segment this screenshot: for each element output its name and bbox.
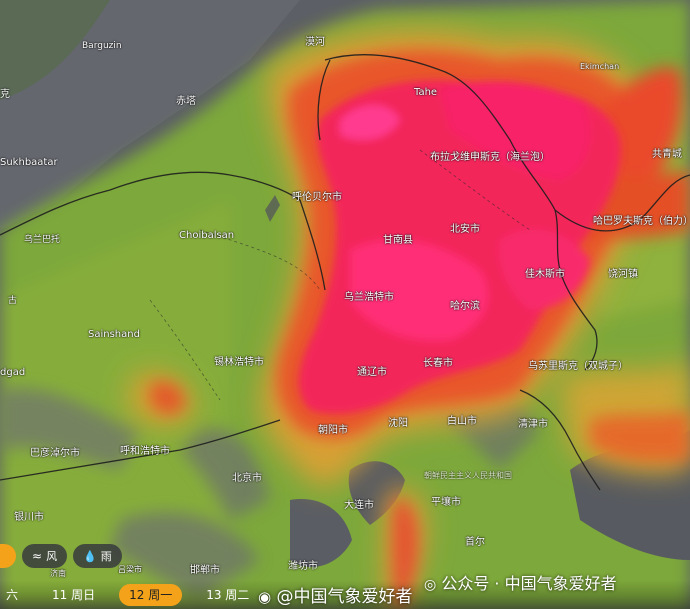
timeline-day[interactable]: 13 周二	[206, 588, 250, 602]
label-chita: 赤塔	[176, 96, 196, 107]
timeline-day-active[interactable]: 12 周一	[119, 583, 183, 606]
weibo-icon: ◉	[258, 588, 272, 606]
label-beijing: 北京市	[232, 473, 262, 484]
wechat-watermark-text: 公众号 · 中国气象爱好者	[441, 574, 617, 593]
label-jinan: 济南	[50, 569, 66, 578]
label-yinchuan: 银川市	[14, 512, 44, 523]
label-tongliao: 通辽市	[357, 367, 387, 378]
label-chaoyang: 朝阳市	[318, 425, 348, 436]
layer-temperature-button[interactable]	[0, 544, 16, 568]
label-tahe: Tahe	[414, 87, 438, 98]
label-ekimchan: Ekimchan	[580, 62, 620, 71]
timeline-day[interactable]: 六	[6, 588, 19, 602]
wind-icon: ≈	[32, 549, 43, 563]
label-luliang: 吕梁市	[118, 565, 142, 574]
label-bayannur: 巴彦淖尔市	[30, 448, 80, 459]
timeline-day[interactable]: 11 周日	[52, 588, 96, 602]
label-harbin: 哈尔滨	[450, 301, 480, 312]
label-baishan: 白山市	[447, 416, 477, 427]
label-jiamusi: 佳木斯市	[525, 269, 565, 280]
label-hohhot: 呼和浩特市	[120, 446, 170, 457]
label-handan: 邯郸市	[190, 565, 220, 576]
label-khabarovsk: 哈巴罗夫斯克（伯力）	[593, 216, 690, 227]
wechat-icon: ◎	[424, 577, 437, 593]
rain-drop-icon: 💧	[83, 549, 97, 563]
label-gannan: 甘南县	[383, 235, 413, 246]
weibo-watermark: ◉ @中国气象爱好者	[258, 582, 413, 607]
label-changchun: 长春市	[423, 358, 453, 369]
wind-label: 风	[46, 550, 58, 563]
label-gu: 古	[8, 296, 18, 306]
weibo-watermark-text: @中国气象爱好者	[276, 587, 413, 607]
label-raohe: 饶河镇	[608, 269, 638, 280]
label-gad: dgad	[0, 367, 26, 378]
layer-rain-button[interactable]: 💧 雨	[73, 544, 122, 568]
label-seoul: 首尔	[465, 537, 485, 548]
label-choibalsan: Choibalsan	[179, 230, 235, 241]
label-ulaanbaatar: 乌兰巴托	[24, 235, 61, 245]
label-dalian: 大连市	[344, 500, 374, 511]
label-weifang: 潍坊市	[288, 561, 318, 572]
label-mohe: 漠河	[305, 37, 325, 48]
label-qingjin: 清津市	[518, 419, 548, 430]
label-shenyang: 沈阳	[388, 418, 408, 429]
label-ke: 克	[0, 89, 10, 100]
label-ussuriysk: 乌苏里斯克（双城子）	[528, 361, 628, 372]
label-barguzin: Barguzin	[82, 41, 122, 51]
layer-controls: ≈ 风 💧 雨	[0, 544, 122, 568]
layer-wind-button[interactable]: ≈ 风	[22, 544, 68, 568]
wechat-watermark: ◎ 公众号 · 中国气象爱好者	[424, 570, 617, 594]
label-blagoveshchensk: 布拉戈维申斯克（海兰泡）	[430, 152, 550, 163]
label-hulunbuir: 呼伦贝尔市	[292, 192, 342, 203]
label-beian: 北安市	[450, 224, 480, 235]
timeline-bar: 六 11 周日 12 周一 13 周二	[0, 580, 690, 609]
label-dprk: 朝鲜民主主义人民共和国	[424, 471, 512, 480]
label-sainshand: Sainshand	[88, 329, 140, 340]
label-ulanhot: 乌兰浩特市	[344, 292, 394, 303]
label-xilinhot: 锡林浩特市	[214, 357, 264, 368]
rain-label: 雨	[100, 550, 112, 563]
label-gongqingcheng: 共青城	[652, 149, 682, 160]
label-pyongyang: 平壤市	[431, 497, 461, 508]
label-sukhbaatar: Sukhbaatar	[0, 157, 58, 168]
